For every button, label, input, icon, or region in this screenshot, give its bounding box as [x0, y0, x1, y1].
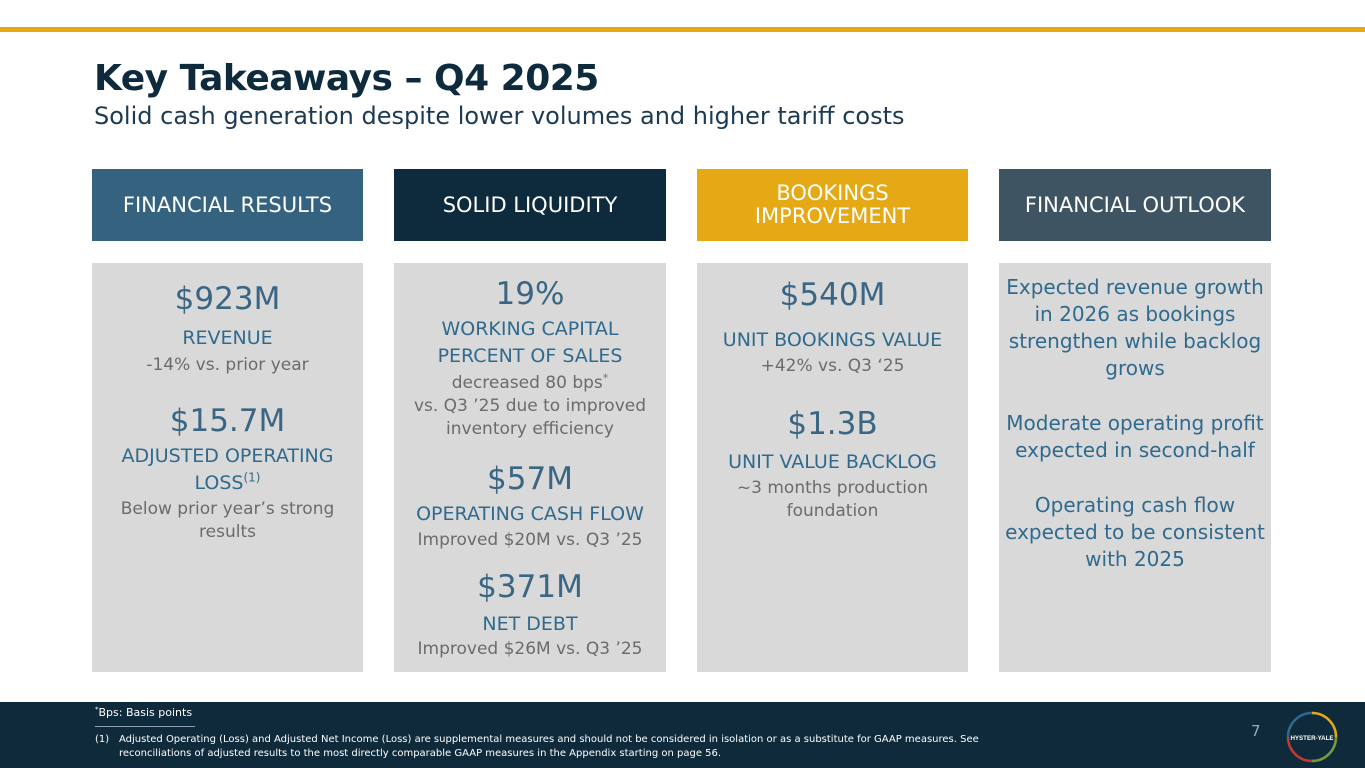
- net-debt-label: NET DEBT: [482, 613, 578, 635]
- working-capital-label: WORKING CAPITAL PERCENT OF SALES: [437, 318, 623, 367]
- operating-cash-flow-label: OPERATING CASH FLOW: [416, 503, 644, 525]
- op-loss-label: ADJUSTED OPERATING LOSS(1): [92, 443, 363, 497]
- revenue-value: $923M: [174, 281, 281, 317]
- op-loss-label-line2: LOSS: [194, 472, 244, 494]
- bookings-improvement-header: BOOKINGS IMPROVEMENT: [697, 169, 968, 241]
- footnote-ref: (1): [243, 470, 261, 485]
- solid-liquidity-panel: 19% WORKING CAPITAL PERCENT OF SALES dec…: [394, 263, 666, 672]
- gaap-footnote-text: Adjusted Operating (Loss) and Adjusted N…: [119, 734, 979, 759]
- outlook-point-profit: Moderate operating profit expected in se…: [1006, 411, 1264, 462]
- revenue-note: -14% vs. prior year: [146, 355, 309, 375]
- top-accent-rule: [0, 27, 1365, 32]
- solid-liquidity-header: SOLID LIQUIDITY: [394, 169, 666, 241]
- unit-backlog-value: $1.3B: [787, 406, 878, 442]
- operating-cash-flow-note: Improved $20M vs. Q3 ’25: [417, 530, 643, 550]
- solid-liquidity-header-label: SOLID LIQUIDITY: [442, 192, 618, 217]
- page-number: 7: [1251, 722, 1261, 740]
- page-title: Key Takeaways – Q4 2025: [94, 58, 599, 99]
- page-subtitle: Solid cash generation despite lower volu…: [94, 102, 905, 130]
- op-loss-note: Below prior year’s strong results: [120, 499, 335, 542]
- working-capital-value: 19%: [495, 276, 565, 312]
- financial-outlook-header-label: FINANCIAL OUTLOOK: [1024, 192, 1246, 217]
- logo-text: HYSTER-YALE: [1290, 735, 1333, 742]
- financial-results-header: FINANCIAL RESULTS: [92, 169, 363, 241]
- unit-backlog-note: ~3 months production foundation: [736, 478, 929, 521]
- unit-bookings-note: +42% vs. Q3 ‘25: [760, 356, 905, 376]
- op-loss-label-line1: ADJUSTED OPERATING: [121, 445, 334, 467]
- outlook-point-cash-flow: Operating cash flow expected to be consi…: [1005, 493, 1265, 571]
- unit-bookings-label: UNIT BOOKINGS VALUE: [722, 329, 943, 351]
- working-capital-note-line1: decreased 80 bps: [451, 373, 603, 393]
- working-capital-note: decreased 80 bps* vs. Q3 ’25 due to impr…: [394, 372, 666, 441]
- net-debt-value: $371M: [477, 569, 583, 605]
- footnote-divider: [95, 726, 195, 727]
- financial-outlook-header: FINANCIAL OUTLOOK: [999, 169, 1271, 241]
- revenue-label: REVENUE: [182, 327, 273, 349]
- financial-results-panel: $923M REVENUE -14% vs. prior year $15.7M…: [92, 263, 363, 672]
- outlook-point-revenue: Expected revenue growth in 2026 as booki…: [1006, 275, 1264, 380]
- bookings-improvement-panel: $540M UNIT BOOKINGS VALUE +42% vs. Q3 ‘2…: [697, 263, 968, 672]
- hyster-yale-logo-icon: HYSTER-YALE: [1286, 711, 1338, 763]
- financial-results-header-label: FINANCIAL RESULTS: [122, 192, 333, 217]
- bps-footnote: *Bps: Basis points: [95, 706, 192, 719]
- gaap-footnote-number: (1): [95, 734, 110, 745]
- operating-cash-flow-value: $57M: [487, 461, 573, 497]
- bps-marker: *: [602, 371, 609, 385]
- bps-footnote-marker: *: [95, 705, 99, 714]
- working-capital-note-line2: vs. Q3 ’25 due to improved inventory eff…: [413, 396, 647, 439]
- net-debt-note: Improved $26M vs. Q3 ’25: [417, 639, 643, 659]
- bps-footnote-text: Bps: Basis points: [98, 706, 193, 719]
- unit-bookings-value: $540M: [779, 277, 886, 313]
- gaap-footnote: (1) Adjusted Operating (Loss) and Adjust…: [95, 733, 999, 761]
- footer-bar: [0, 702, 1365, 768]
- unit-backlog-label: UNIT VALUE BACKLOG: [728, 451, 937, 473]
- financial-outlook-panel: Expected revenue growth in 2026 as booki…: [999, 263, 1271, 672]
- op-loss-value: $15.7M: [169, 403, 286, 439]
- bookings-improvement-header-label: BOOKINGS IMPROVEMENT: [754, 181, 911, 228]
